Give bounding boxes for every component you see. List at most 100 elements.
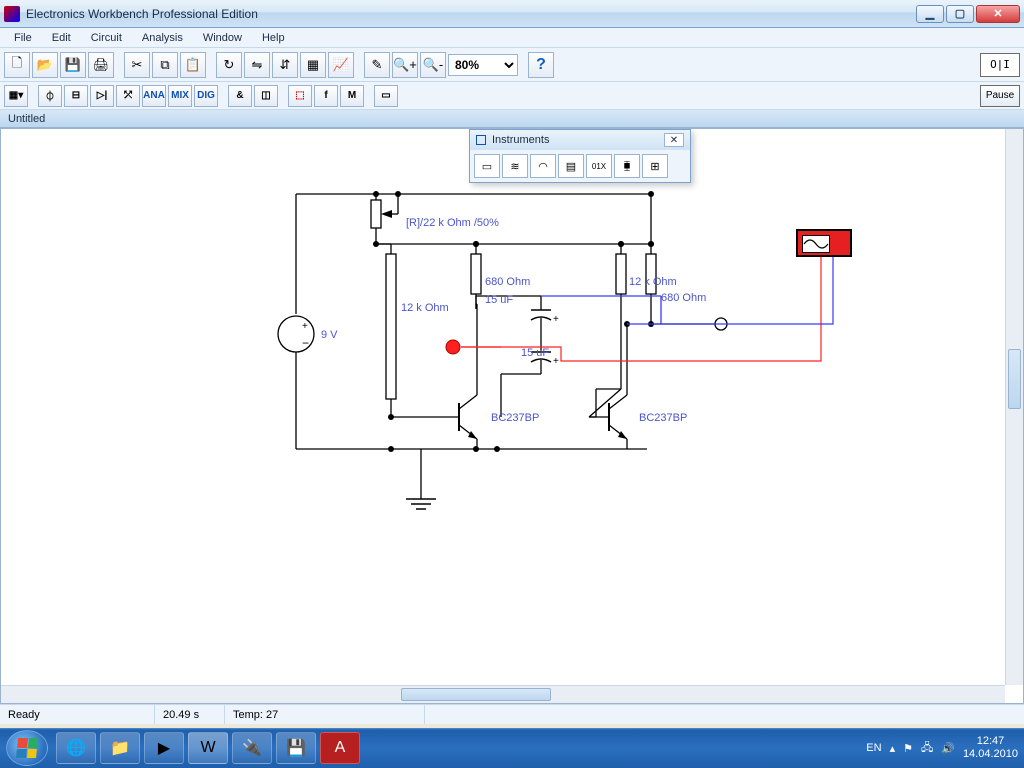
instruments-title: Instruments — [492, 134, 549, 146]
app-title: Electronics Workbench Professional Editi… — [26, 7, 916, 21]
system-tray[interactable]: EN ▴ ⚑ 🖧 🔊 12:47 14.04.2010 — [866, 735, 1018, 761]
label-source: 9 V — [321, 329, 338, 341]
cut-button[interactable]: ✂ — [124, 52, 150, 78]
pause-button[interactable]: Pause — [980, 85, 1020, 107]
zoom-select[interactable]: 80% — [448, 54, 518, 76]
scrollbar-horizontal[interactable] — [1, 685, 1005, 703]
label-r-right2: 680 Ohm — [661, 292, 706, 304]
task-media[interactable]: ▶ — [144, 732, 184, 764]
svg-text:+: + — [553, 356, 559, 367]
menu-circuit[interactable]: Circuit — [81, 30, 132, 46]
menu-help[interactable]: Help — [252, 30, 295, 46]
instrument-wordgen[interactable]: 01X — [586, 154, 612, 178]
menu-file[interactable]: File — [4, 30, 42, 46]
schematic-canvas[interactable]: Instruments ✕ ▭ ≋ ◠ ▤ 01X ⧯ ⊞ +++− [R]/2… — [1, 129, 1005, 685]
rotate-button[interactable]: ↻ — [216, 52, 242, 78]
flipv-button[interactable]: ⇵ — [272, 52, 298, 78]
bin-instruments[interactable]: ▭ — [374, 85, 398, 107]
tray-lang[interactable]: EN — [866, 742, 881, 754]
task-explorer[interactable]: 📁 — [100, 732, 140, 764]
start-button[interactable] — [6, 730, 48, 766]
toolbar-main: 🗋 📂 💾 🖨 ✂ ⧉ 📋 ↻ ⇋ ⇵ ▦ 📈 ✎ 🔍+ 🔍- 80% ? O|… — [0, 48, 1024, 82]
menu-bar: File Edit Circuit Analysis Window Help — [0, 28, 1024, 48]
task-ewb[interactable]: 🔌 — [232, 732, 272, 764]
label-q2: BC237BP — [639, 412, 687, 424]
scrollbar-vertical[interactable] — [1005, 129, 1023, 685]
new-button[interactable]: 🗋 — [4, 52, 30, 78]
instruments-panel[interactable]: Instruments ✕ ▭ ≋ ◠ ▤ 01X ⧯ ⊞ — [469, 129, 691, 183]
label-c2: 15 uF — [521, 347, 549, 359]
tray-arrow-icon[interactable]: ▴ — [890, 742, 896, 755]
instrument-logic-conv[interactable]: ⊞ — [642, 154, 668, 178]
instrument-oscilloscope[interactable]: ◠ — [530, 154, 556, 178]
zoom-in-button[interactable]: 🔍+ — [392, 52, 418, 78]
subckt-button[interactable]: ▦ — [300, 52, 326, 78]
scrollbar-v-thumb[interactable] — [1008, 349, 1021, 409]
save-button[interactable]: 💾 — [60, 52, 86, 78]
instrument-bode[interactable]: ▤ — [558, 154, 584, 178]
help-button[interactable]: ? — [528, 52, 554, 78]
task-save-dialog[interactable]: 💾 — [276, 732, 316, 764]
menu-edit[interactable]: Edit — [42, 30, 81, 46]
label-r-right1: 12 k Ohm — [629, 276, 677, 288]
copy-button[interactable]: ⧉ — [152, 52, 178, 78]
taskbar: 🌐 📁 ▶ W 🔌 💾 A EN ▴ ⚑ 🖧 🔊 12:47 14.04.201… — [0, 728, 1024, 768]
graph-button[interactable]: 📈 — [328, 52, 354, 78]
fliph-button[interactable]: ⇋ — [244, 52, 270, 78]
task-ie[interactable]: 🌐 — [56, 732, 96, 764]
minimize-button[interactable]: ▁ — [916, 5, 944, 23]
close-button[interactable]: ✕ — [976, 5, 1020, 23]
app-icon — [4, 6, 20, 22]
instrument-logic-analyzer[interactable]: ⧯ — [614, 154, 640, 178]
probe-button[interactable]: ✎ — [364, 52, 390, 78]
bin-transistors[interactable]: ⤱ — [116, 85, 140, 107]
bin-controls[interactable]: f — [314, 85, 338, 107]
bin-favorites[interactable]: ▦▾ — [4, 85, 28, 107]
tray-volume-icon[interactable]: 🔊 — [941, 742, 955, 755]
instruments-close-button[interactable]: ✕ — [664, 133, 684, 147]
tray-flag-icon[interactable]: ⚑ — [903, 742, 913, 755]
open-button[interactable]: 📂 — [32, 52, 58, 78]
label-q1: BC237BP — [491, 412, 539, 424]
document-title: Untitled — [8, 113, 45, 125]
instrument-funcgen[interactable]: ≋ — [502, 154, 528, 178]
paste-button[interactable]: 📋 — [180, 52, 206, 78]
instruments-titlebar[interactable]: Instruments ✕ — [470, 130, 690, 150]
tray-network-icon[interactable]: 🖧 — [921, 739, 933, 758]
label-r-left: 12 k Ohm — [401, 302, 449, 314]
bin-indicators[interactable]: ◫ — [254, 85, 278, 107]
label-pot: [R]/22 k Ohm /50% — [406, 217, 499, 229]
task-pdf[interactable]: A — [320, 732, 360, 764]
svg-text:+: + — [553, 314, 559, 325]
menu-window[interactable]: Window — [193, 30, 252, 46]
print-button[interactable]: 🖨 — [88, 52, 114, 78]
instrument-multimeter[interactable]: ▭ — [474, 154, 500, 178]
power-switch[interactable]: O|I — [980, 53, 1020, 77]
task-word[interactable]: W — [188, 732, 228, 764]
bin-mixed[interactable]: MIX — [168, 85, 192, 107]
bin-misc[interactable]: M — [340, 85, 364, 107]
scrollbar-h-thumb[interactable] — [401, 688, 551, 701]
bin-digital[interactable]: DIG — [194, 85, 218, 107]
bin-gates[interactable]: & — [228, 85, 252, 107]
instruments-icon — [476, 135, 486, 145]
bin-diodes[interactable]: ▷| — [90, 85, 114, 107]
toolbar-components: ▦▾ ⏀ ⊟ ▷| ⤱ ANA MIX DIG & ◫ ⬚ f M ▭ Paus… — [0, 82, 1024, 110]
bin-display[interactable]: ⬚ — [288, 85, 312, 107]
zoom-out-button[interactable]: 🔍- — [420, 52, 446, 78]
schematic-svg: +++− — [1, 129, 1005, 685]
bin-analog[interactable]: ANA — [142, 85, 166, 107]
svg-text:−: − — [302, 336, 309, 350]
document-title-bar: Untitled — [0, 110, 1024, 128]
maximize-button[interactable]: ▢ — [946, 5, 974, 23]
menu-analysis[interactable]: Analysis — [132, 30, 193, 46]
label-r-mid: 680 Ohm — [485, 276, 530, 288]
label-c1: 15 uF — [485, 294, 513, 306]
tray-clock[interactable]: 12:47 14.04.2010 — [963, 735, 1018, 761]
status-temp: Temp: 27 — [225, 705, 425, 724]
bin-basic[interactable]: ⊟ — [64, 85, 88, 107]
bin-sources[interactable]: ⏀ — [38, 85, 62, 107]
status-time: 20.49 s — [155, 705, 225, 724]
status-ready: Ready — [0, 705, 155, 724]
workspace: Instruments ✕ ▭ ≋ ◠ ▤ 01X ⧯ ⊞ +++− [R]/2… — [0, 128, 1024, 704]
